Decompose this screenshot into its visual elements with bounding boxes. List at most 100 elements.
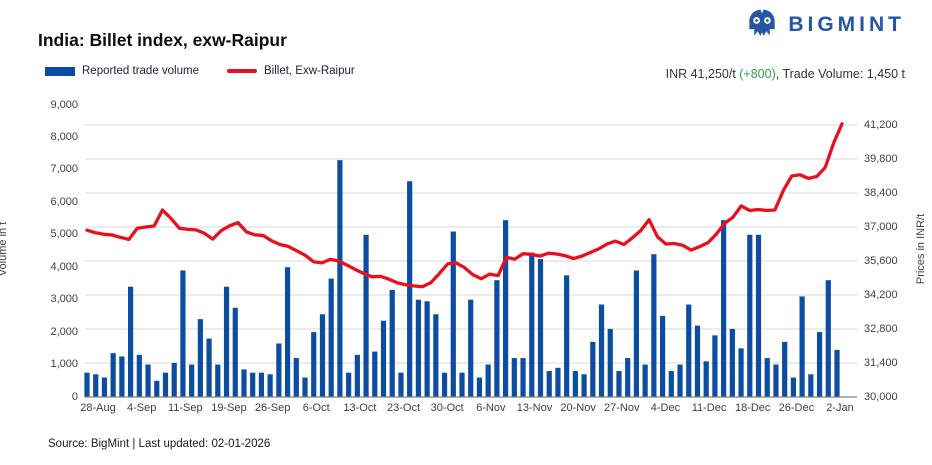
volume-bar (337, 160, 343, 397)
volume-bar (537, 259, 544, 397)
volume-bar (642, 364, 648, 397)
volume-bar (825, 280, 831, 397)
x-axis-label: 23-Oct (387, 402, 421, 414)
volume-bar (729, 328, 735, 397)
volume-bar (712, 335, 718, 397)
y-axis-left-label: 1,000 (50, 358, 78, 371)
volume-bar (677, 364, 683, 397)
y-axis-left-label: 3,000 (50, 293, 78, 306)
volume-bar (154, 380, 160, 397)
volume-bar (284, 267, 291, 397)
volume-bar (572, 371, 578, 397)
volume-bar (816, 332, 823, 397)
volume-bar (101, 377, 108, 397)
volume-bar (694, 325, 701, 397)
volume-bar (703, 361, 709, 397)
x-axis-label: 13-Nov (516, 402, 553, 414)
y-axis-right-label: 39,800 (864, 152, 898, 165)
x-axis-label: 26-Dec (778, 402, 815, 414)
volume-bar (433, 314, 439, 397)
x-axis-label: 13-Oct (343, 402, 377, 414)
volume-bar (311, 332, 317, 397)
volume-bar (197, 319, 203, 397)
volume-bar (302, 377, 308, 397)
x-axis-label: 2-Jan (826, 402, 854, 414)
y-axis-right-label: 35,600 (864, 254, 898, 267)
volume-bar (415, 299, 421, 397)
x-axis-label: 18-Dec (734, 402, 771, 414)
volume-bar (834, 349, 840, 397)
volume-bar (808, 374, 814, 397)
x-axis-label: 11-Dec (691, 402, 727, 414)
legend-item-trade-volume[interactable]: Reported trade volume (45, 65, 199, 77)
x-axis-label: 27-Nov (604, 402, 640, 414)
volume-bar (616, 371, 622, 397)
volume-bar (747, 234, 753, 397)
volume-bar (363, 234, 369, 397)
x-axis-label: 4-Sep (126, 402, 157, 414)
x-axis-label: 28-Aug (80, 402, 116, 414)
legend-label-trade-volume: Reported trade volume (82, 65, 199, 77)
volume-bar (354, 354, 360, 397)
volume-bar (590, 341, 596, 397)
volume-bar (93, 374, 99, 397)
y-axis-left-label: 0 (71, 390, 78, 403)
volume-bar (520, 358, 526, 397)
volume-bar (511, 358, 517, 397)
volume-bar (276, 343, 282, 397)
bigmint-logo-icon (749, 9, 776, 36)
volume-bar (372, 351, 378, 397)
volume-bar (476, 377, 483, 397)
brand-name: BIGMINT (788, 13, 905, 36)
volume-bar (424, 301, 430, 397)
volume-bar (241, 369, 247, 397)
y-axis-left-label: 5,000 (50, 228, 78, 241)
legend-item-billet-price[interactable]: Billet, Exw-Raipur (226, 65, 355, 77)
volume-bar (136, 354, 142, 397)
x-axis-label: 4-Dec (650, 402, 681, 414)
bar-swatch-icon (45, 66, 75, 76)
volume-bar (755, 234, 762, 397)
volume-bar (380, 320, 387, 397)
volume-bar (764, 358, 770, 397)
volume-bar (468, 299, 474, 397)
x-axis-label: 30-Oct (430, 402, 464, 414)
volume-bar (564, 275, 570, 397)
volume-bar (598, 304, 605, 397)
y-axis-right-label: 31,400 (864, 356, 898, 369)
volume-bar (633, 270, 640, 397)
y-axis-left-label: 4,000 (50, 260, 78, 273)
volume-bar (494, 280, 500, 397)
volume-bar (790, 377, 796, 397)
volume-bar (651, 254, 657, 397)
legend-label-billet-price: Billet, Exw-Raipur (263, 65, 355, 77)
volume-bar (581, 374, 587, 397)
line-swatch-icon (226, 69, 257, 73)
volume-bar (555, 367, 561, 397)
x-axis-label: 20-Nov (560, 402, 596, 414)
x-axis-label: 11-Sep (167, 402, 203, 414)
volume-bar (459, 372, 465, 397)
volume-bar (738, 348, 744, 397)
volume-bar (232, 307, 238, 397)
volume-bar (625, 358, 631, 397)
price-summary: INR 41,250/t (+800), Trade Volume: 1,450… (666, 67, 905, 81)
volume-bar (110, 353, 116, 397)
x-axis-label: 6-Oct (302, 402, 330, 414)
latest-price: INR 41,250/t (665, 67, 740, 81)
x-axis-label: 6-Nov (476, 402, 506, 414)
x-axis-label: 19-Sep (211, 402, 247, 414)
source-note: Source: BigMint | Last updated: 02-01-20… (48, 438, 271, 450)
volume-bar (503, 220, 509, 397)
y-axis-right-label: 38,400 (864, 186, 898, 199)
price-line (85, 122, 844, 289)
volume-bar (441, 372, 448, 397)
volume-bar (258, 372, 265, 397)
volume-bar (267, 374, 273, 397)
volume-bar (686, 304, 692, 397)
volume-bar (189, 364, 195, 397)
volume-bar (180, 270, 186, 397)
volume-bar (250, 372, 256, 397)
